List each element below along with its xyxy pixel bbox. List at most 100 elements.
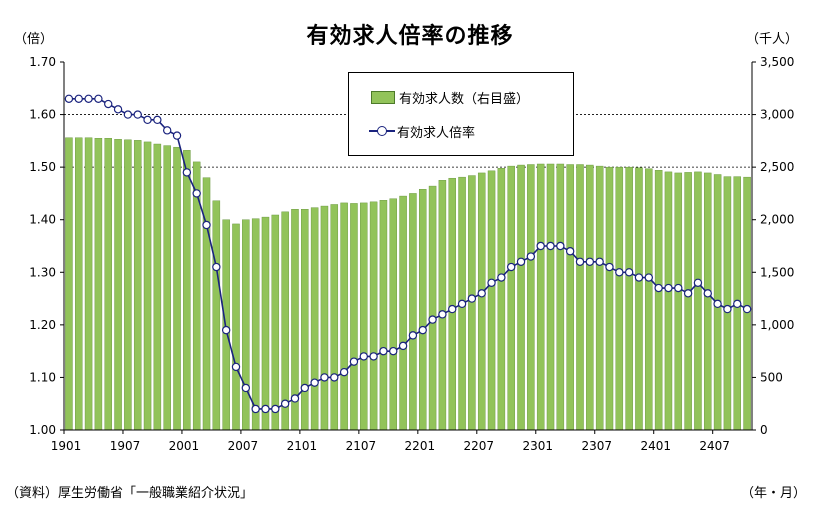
- bar: [281, 211, 289, 431]
- x-tick-label: 1907: [110, 439, 141, 453]
- bar: [428, 185, 437, 431]
- y-left-tick-label: 1.60: [29, 108, 56, 122]
- bar: [536, 163, 545, 431]
- x-tick-label: 2307: [581, 439, 612, 453]
- line-point: [261, 404, 270, 414]
- y-right-tick-label: 2,000: [760, 213, 794, 227]
- bar: [438, 180, 447, 431]
- bar: [173, 146, 181, 431]
- y-right-tick-label: 2,500: [760, 160, 794, 174]
- y-right-tick-label: 3,000: [760, 108, 794, 122]
- line-point: [320, 373, 329, 382]
- line-point: [74, 94, 83, 104]
- y-left-tick-label: 1.40: [29, 213, 56, 227]
- line-point: [153, 115, 162, 125]
- bar: [143, 141, 152, 431]
- x-tick-label: 2001: [169, 439, 200, 453]
- bar: [409, 193, 417, 431]
- bar: [65, 137, 73, 431]
- bar: [379, 200, 388, 431]
- line-point: [624, 268, 634, 277]
- line-point: [644, 273, 654, 282]
- line-point: [369, 352, 378, 361]
- tick-labels: 1.00 0 1.10 500 1.20 1,000 1.30 1,500 1.40 2,000 1…: [29, 55, 794, 453]
- line-point: [349, 357, 359, 366]
- line-point: [192, 189, 201, 198]
- x-axis-unit: （年・月）: [740, 486, 806, 501]
- line-point: [123, 110, 133, 119]
- bar: [261, 216, 270, 431]
- line-point: [310, 378, 319, 387]
- bar: [625, 166, 633, 431]
- legend-label-bars: 有効求人数（右目盛）: [399, 91, 530, 107]
- line-point: [605, 262, 614, 272]
- bar: [645, 168, 653, 431]
- line-point: [271, 404, 280, 414]
- x-tick-label: 2007: [228, 439, 259, 453]
- line-point: [467, 294, 477, 303]
- bar: [369, 201, 378, 431]
- bar: [527, 164, 535, 431]
- y-left-tick-label: 1.00: [29, 423, 56, 437]
- bar: [576, 164, 584, 431]
- bar: [468, 175, 476, 431]
- line-point: [84, 94, 93, 104]
- y-right-tick-label: 0: [760, 423, 768, 437]
- legend-line-marker: [369, 125, 395, 137]
- line-point: [664, 283, 673, 293]
- x-tick-label: 2101: [287, 439, 318, 453]
- line-point: [595, 257, 604, 266]
- line-point: [104, 99, 113, 109]
- bar: [340, 202, 348, 431]
- y-right-tick-label: 1,500: [760, 265, 794, 279]
- line-point: [162, 126, 172, 135]
- line-point: [182, 168, 192, 177]
- bar: [242, 219, 250, 431]
- bar: [222, 219, 230, 431]
- bar: [104, 138, 112, 431]
- y-left-tick-label: 1.30: [29, 265, 56, 279]
- chart-title: 有効求人倍率の推移: [306, 24, 514, 49]
- line-point: [713, 299, 722, 309]
- bar: [310, 207, 319, 431]
- line-point: [133, 110, 142, 119]
- bar: [694, 171, 702, 431]
- line-point: [300, 383, 309, 393]
- bar: [301, 208, 309, 431]
- line-point: [693, 278, 703, 287]
- line-path: [68, 98, 748, 410]
- line-point: [733, 299, 742, 309]
- bar: [595, 165, 604, 431]
- line-point: [290, 394, 300, 403]
- line-point: [497, 273, 506, 282]
- line-point: [418, 325, 427, 335]
- bar: [743, 176, 751, 431]
- line-point: [536, 241, 545, 251]
- y-right-tick-label: 3,500: [760, 55, 794, 69]
- line-point: [575, 257, 585, 266]
- line-point: [516, 257, 526, 266]
- bar: [704, 172, 712, 431]
- bar: [684, 172, 692, 431]
- line-point: [448, 304, 457, 314]
- bar: [350, 203, 358, 431]
- line-point: [487, 278, 496, 287]
- line-point: [565, 247, 575, 256]
- bar: [605, 166, 614, 431]
- line-point: [585, 257, 595, 266]
- bar: [615, 166, 624, 431]
- bar: [330, 204, 339, 431]
- line-point: [172, 131, 182, 140]
- bar: [163, 145, 171, 431]
- line-point: [251, 404, 260, 414]
- line-point: [742, 304, 752, 314]
- bar: [477, 172, 486, 431]
- line-point: [703, 289, 712, 298]
- bar: [124, 139, 132, 431]
- bar: [232, 223, 240, 431]
- bar-series: [65, 137, 751, 431]
- bar: [320, 205, 329, 431]
- line-point: [64, 94, 74, 104]
- bar: [153, 143, 162, 431]
